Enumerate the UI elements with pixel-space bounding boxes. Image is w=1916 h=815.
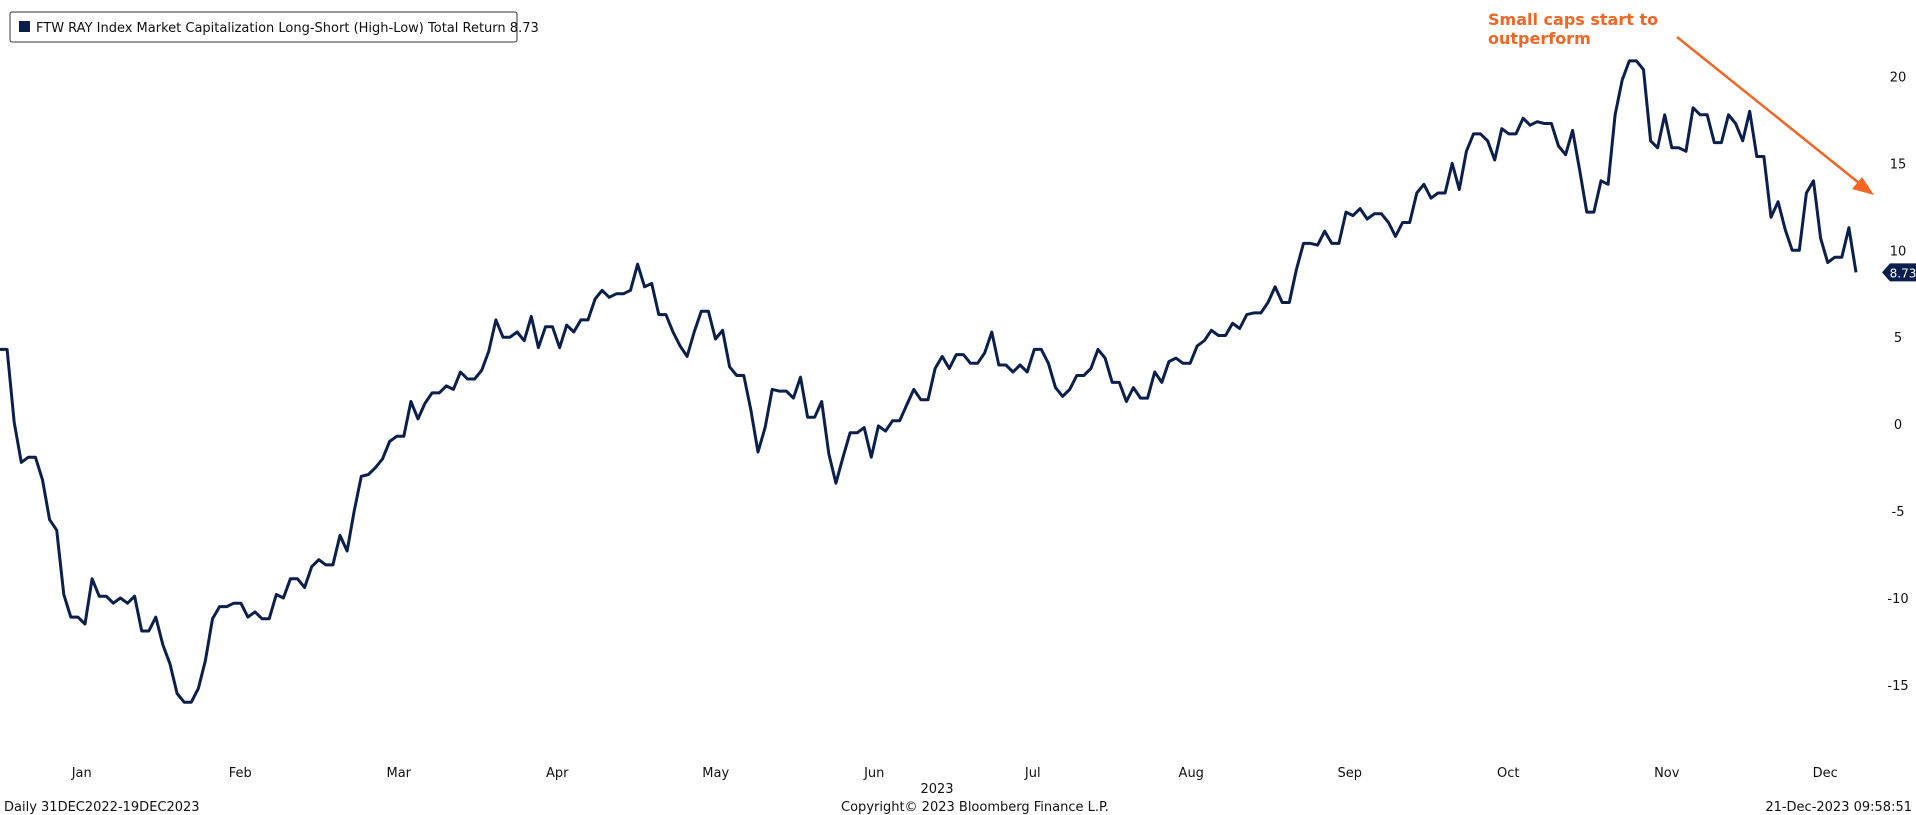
legend-name: FTW RAY Index Market Capitalization Long… bbox=[36, 21, 506, 36]
x-tick-label: Jun bbox=[863, 766, 884, 781]
legend-swatch bbox=[19, 21, 30, 32]
x-tick-label: Dec bbox=[1813, 766, 1838, 781]
x-tick-label: Jul bbox=[1024, 766, 1041, 781]
series-line bbox=[0, 59, 1858, 704]
y-tick-label: 0 bbox=[1894, 418, 1902, 433]
x-tick-label: Aug bbox=[1179, 766, 1204, 781]
last-value-tag bbox=[1882, 263, 1916, 282]
x-tick-label: Jan bbox=[71, 766, 92, 781]
footer-center: Copyright© 2023 Bloomberg Finance L.P. bbox=[841, 800, 1109, 815]
x-tick-label: Apr bbox=[546, 766, 569, 781]
x-tick-label: Feb bbox=[229, 766, 252, 781]
x-tick-label: Nov bbox=[1654, 766, 1680, 781]
legend-text: FTW RAY Index Market Capitalization Long… bbox=[36, 21, 539, 36]
x-tick-label: Mar bbox=[386, 766, 411, 781]
y-tick-label: -15 bbox=[1887, 679, 1908, 694]
last-value-label: 8.73 bbox=[1890, 266, 1916, 280]
x-tick-label: Oct bbox=[1497, 766, 1519, 781]
y-tick-label: 10 bbox=[1890, 244, 1907, 259]
annotation-arrowhead bbox=[1852, 177, 1874, 195]
annotation-arrow bbox=[1676, 36, 1865, 188]
legend-box bbox=[9, 11, 518, 43]
y-tick-label: -5 bbox=[1892, 505, 1905, 520]
x-year: 2023 bbox=[920, 782, 953, 797]
legend-value: 8.73 bbox=[510, 21, 539, 36]
y-tick-label: -10 bbox=[1887, 592, 1908, 607]
annotation-text: outperform bbox=[1488, 29, 1591, 48]
annotation-text: Small caps start to bbox=[1488, 10, 1658, 29]
y-tick-label: 5 bbox=[1894, 331, 1902, 346]
y-tick-label: 15 bbox=[1890, 157, 1907, 172]
footer-left: Daily 31DEC2022-19DEC2023 bbox=[4, 800, 200, 815]
footer-right: 21-Dec-2023 09:58:51 bbox=[1765, 800, 1912, 815]
y-tick-label: 20 bbox=[1890, 71, 1907, 86]
x-tick-label: Sep bbox=[1337, 766, 1362, 781]
x-tick-label: May bbox=[702, 766, 729, 781]
